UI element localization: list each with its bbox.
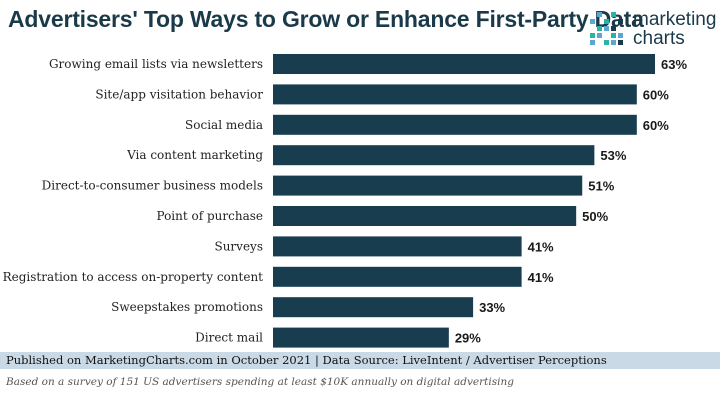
logo-dot-7 [611,26,616,31]
value-label-4: 51% [588,179,614,194]
value-label-7: 41% [528,270,554,285]
logo-dot-10 [611,33,616,38]
category-label-5: Point of purchase [156,209,263,223]
category-label-6: Surveys [214,239,263,253]
category-label-2: Social media [185,118,263,132]
logo-line2: charts [633,28,685,49]
logo-dot-11 [618,33,623,38]
logo-dot-3 [604,19,609,24]
footer-note: Based on a survey of 151 US advertisers … [6,376,514,388]
bar-9 [273,327,449,348]
logo-dot-13 [604,40,609,45]
bar-0 [273,54,655,74]
logo-dot-15 [618,40,623,45]
logo-dot-4 [618,19,623,24]
logo-dot-6 [604,26,609,31]
marketingcharts-logo: marketing charts [588,10,716,50]
bar-6 [273,236,522,257]
value-label-5: 50% [582,209,608,224]
value-label-6: 41% [528,239,554,254]
value-label-3: 53% [600,148,626,163]
bar-5 [273,206,577,226]
bar-7 [273,266,522,287]
logo-text: marketing charts [633,10,716,48]
logo-line1: marketing [633,9,717,30]
chart-title: Advertisers' Top Ways to Grow or Enhance… [8,6,644,32]
value-label-2: 60% [643,118,669,133]
logo-dots-icon [590,12,623,45]
value-label-0: 63% [661,57,687,72]
bar-4 [273,175,583,196]
bar-1 [273,84,637,105]
category-label-4: Direct-to-consumer business models [42,179,263,193]
value-label-9: 29% [455,331,481,346]
category-label-7: Registration to access on-property conte… [3,270,264,284]
logo-dot-8 [590,33,595,38]
logo-dot-9 [597,33,602,38]
logo-dot-1 [611,12,616,17]
category-label-3: Via content marketing [126,148,263,162]
bar-chart: Growing email lists via newsletters 63% Si… [3,54,687,348]
footer-source: Published on MarketingCharts.com in Octo… [6,353,607,367]
category-label-1: Site/app visitation behavior [95,87,263,101]
logo-dot-2 [590,19,595,24]
logo-dot-0 [597,12,602,17]
bar-8 [273,297,474,318]
category-label-9: Direct mail [195,331,263,345]
bar-3 [273,145,595,166]
bar-2 [273,114,637,135]
logo-dot-14 [611,40,616,45]
footer-bar: Published on MarketingCharts.com in Octo… [0,352,720,369]
logo-dot-5 [597,26,602,31]
logo-dot-12 [590,40,595,45]
value-label-8: 33% [479,300,505,315]
category-label-8: Sweepstakes promotions [111,300,263,314]
category-label-0: Growing email lists via newsletters [49,57,263,71]
value-label-1: 60% [643,87,669,102]
